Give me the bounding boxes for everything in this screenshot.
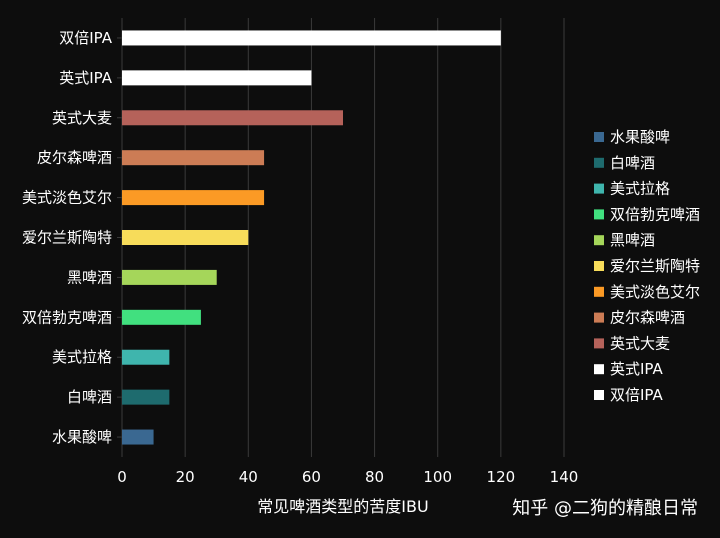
x-tick-label: 80 bbox=[365, 468, 384, 486]
x-tick-label: 0 bbox=[117, 468, 127, 486]
legend-swatch bbox=[594, 338, 604, 349]
y-tick-label: 英式大麦 bbox=[52, 109, 112, 127]
bar[interactable] bbox=[122, 190, 265, 206]
legend-swatch bbox=[594, 183, 604, 194]
legend-swatch bbox=[594, 235, 604, 246]
y-tick-label: 英式IPA bbox=[59, 69, 113, 87]
bar[interactable] bbox=[122, 30, 501, 46]
legend-label: 白啤酒 bbox=[610, 154, 655, 172]
bar[interactable] bbox=[122, 110, 343, 126]
y-tick-label: 爱尔兰斯陶特 bbox=[22, 229, 112, 247]
y-tick-label: 美式淡色艾尔 bbox=[22, 189, 112, 207]
y-tick-label: 皮尔森啤酒 bbox=[37, 149, 112, 167]
x-tick-label: 140 bbox=[550, 468, 579, 486]
x-tick-label: 100 bbox=[423, 468, 452, 486]
legend-swatch bbox=[594, 364, 604, 375]
legend-swatch bbox=[594, 261, 604, 271]
legend-label: 双倍勃克啤酒 bbox=[610, 205, 700, 223]
legend-label: 美式拉格 bbox=[610, 180, 670, 198]
legend-swatch bbox=[594, 132, 604, 142]
x-tick-label: 120 bbox=[487, 468, 516, 486]
legend-label: 爱尔兰斯陶特 bbox=[610, 257, 700, 275]
legend-swatch bbox=[594, 312, 604, 323]
watermark-text: 知乎 @二狗的精酿日常 bbox=[512, 498, 698, 519]
x-tick-label: 40 bbox=[239, 468, 258, 486]
legend-label: 美式淡色艾尔 bbox=[610, 283, 700, 301]
legend-swatch bbox=[594, 390, 604, 400]
y-tick-label: 黑啤酒 bbox=[67, 268, 112, 286]
bar[interactable] bbox=[122, 150, 265, 166]
legend-swatch bbox=[594, 286, 604, 297]
bar[interactable] bbox=[122, 389, 170, 405]
y-tick-label: 水果酸啤 bbox=[52, 428, 112, 446]
legend-label: 双倍IPA bbox=[610, 386, 664, 404]
y-tick-label: 美式拉格 bbox=[52, 348, 112, 366]
x-tick-label: 20 bbox=[176, 468, 195, 486]
y-tick-label: 白啤酒 bbox=[67, 388, 112, 406]
legend-swatch bbox=[594, 209, 604, 220]
legend-label: 皮尔森啤酒 bbox=[610, 309, 685, 327]
bar[interactable] bbox=[122, 429, 154, 445]
x-tick-label: 60 bbox=[302, 468, 321, 486]
bar[interactable] bbox=[122, 309, 201, 325]
x-axis-title: 常见啤酒类型的苦度IBU bbox=[257, 497, 428, 516]
legend-label: 黑啤酒 bbox=[610, 231, 655, 249]
bar[interactable] bbox=[122, 230, 249, 245]
bar[interactable] bbox=[122, 349, 170, 365]
bar[interactable] bbox=[122, 269, 217, 285]
y-tick-label: 双倍IPA bbox=[59, 29, 113, 47]
legend-swatch bbox=[594, 157, 604, 168]
legend-label: 水果酸啤 bbox=[610, 128, 670, 146]
y-tick-label: 双倍勃克啤酒 bbox=[22, 308, 112, 326]
bar[interactable] bbox=[122, 70, 312, 86]
legend-label: 英式IPA bbox=[610, 360, 664, 378]
legend-label: 英式大麦 bbox=[610, 334, 670, 352]
